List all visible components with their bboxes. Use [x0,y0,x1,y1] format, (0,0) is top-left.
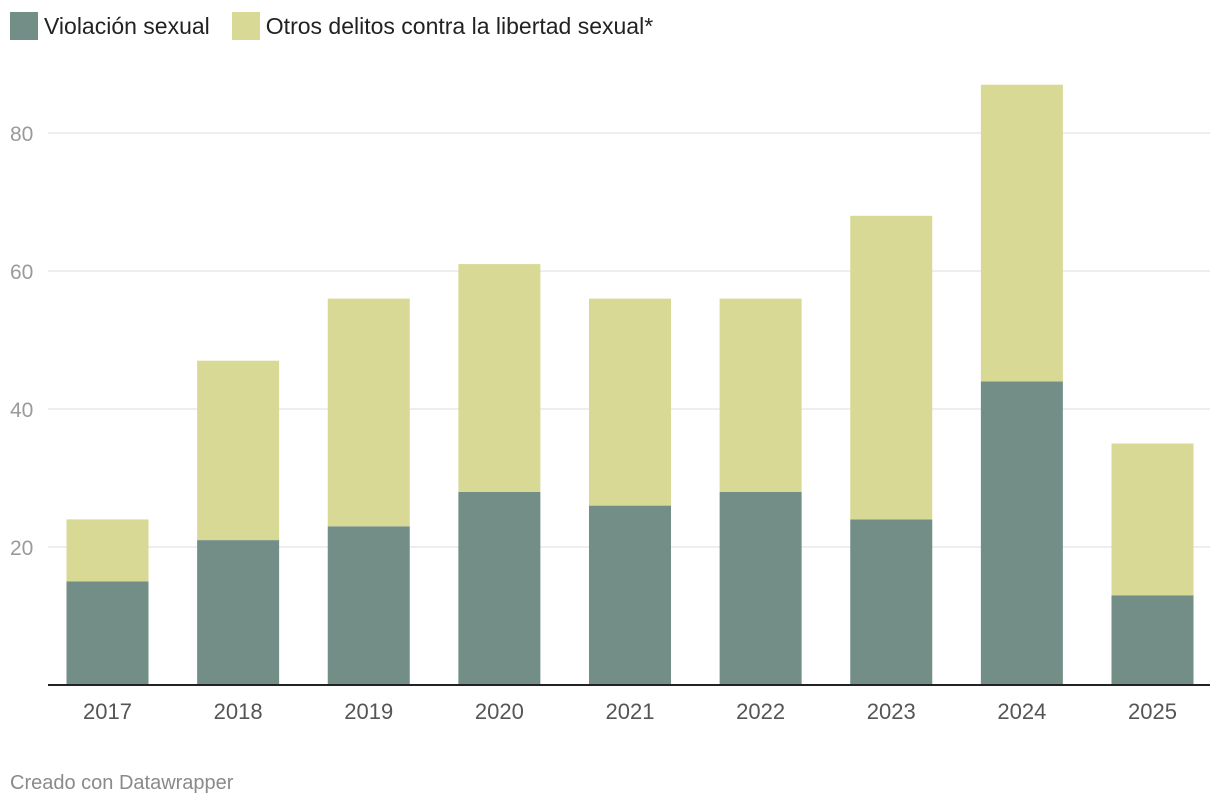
legend-item-otros: Otros delitos contra la libertad sexual* [231,12,654,40]
bar-2022-series-1 [719,298,802,492]
legend-label-violacion: Violación sexual [44,12,210,39]
bar-2024-series-1 [980,84,1063,382]
y-tick-label: 20 [10,537,33,560]
y-tick-label: 60 [10,261,33,284]
x-tick-label: 2022 [736,699,785,724]
bar-2023-series-1 [850,215,933,520]
legend-item-violacion: Violación sexual [10,12,210,40]
bar-2023-series-0 [850,519,933,685]
bar-2019-series-0 [327,526,410,685]
y-tick-label: 40 [10,399,33,422]
legend-label-otros: Otros delitos contra la libertad sexual* [265,12,654,39]
bar-2024-series-0 [980,381,1063,685]
x-tick-label: 2020 [475,699,524,724]
x-tick-label: 2024 [997,699,1046,724]
x-tick-label: 2017 [83,699,132,724]
x-tick-label: 2023 [867,699,916,724]
x-tick-label: 2021 [606,699,655,724]
footer-credit: Creado con Datawrapper [10,772,234,794]
bar-2017-series-1 [66,519,149,582]
bar-2018-series-0 [197,540,280,685]
bar-2020-series-0 [458,491,541,685]
x-tick-label: 2019 [344,699,393,724]
bar-2021-series-1 [589,298,671,506]
legend: Violación sexual Otros delitos contra la… [10,12,653,40]
x-tick-label: 2025 [1128,699,1177,724]
legend-swatch-otros [231,12,260,40]
x-tick-label: 2018 [214,699,263,724]
bar-2018-series-1 [197,360,280,541]
bar-2022-series-0 [719,491,802,685]
bar-2019-series-1 [327,298,410,527]
bar-2025-series-0 [1111,595,1194,685]
bar-2017-series-0 [66,581,149,685]
y-tick-label: 80 [10,123,33,146]
bar-2025-series-1 [1111,443,1194,596]
bar-2020-series-1 [458,264,541,492]
bar-2021-series-0 [589,505,671,685]
legend-swatch-violacion [10,12,38,40]
